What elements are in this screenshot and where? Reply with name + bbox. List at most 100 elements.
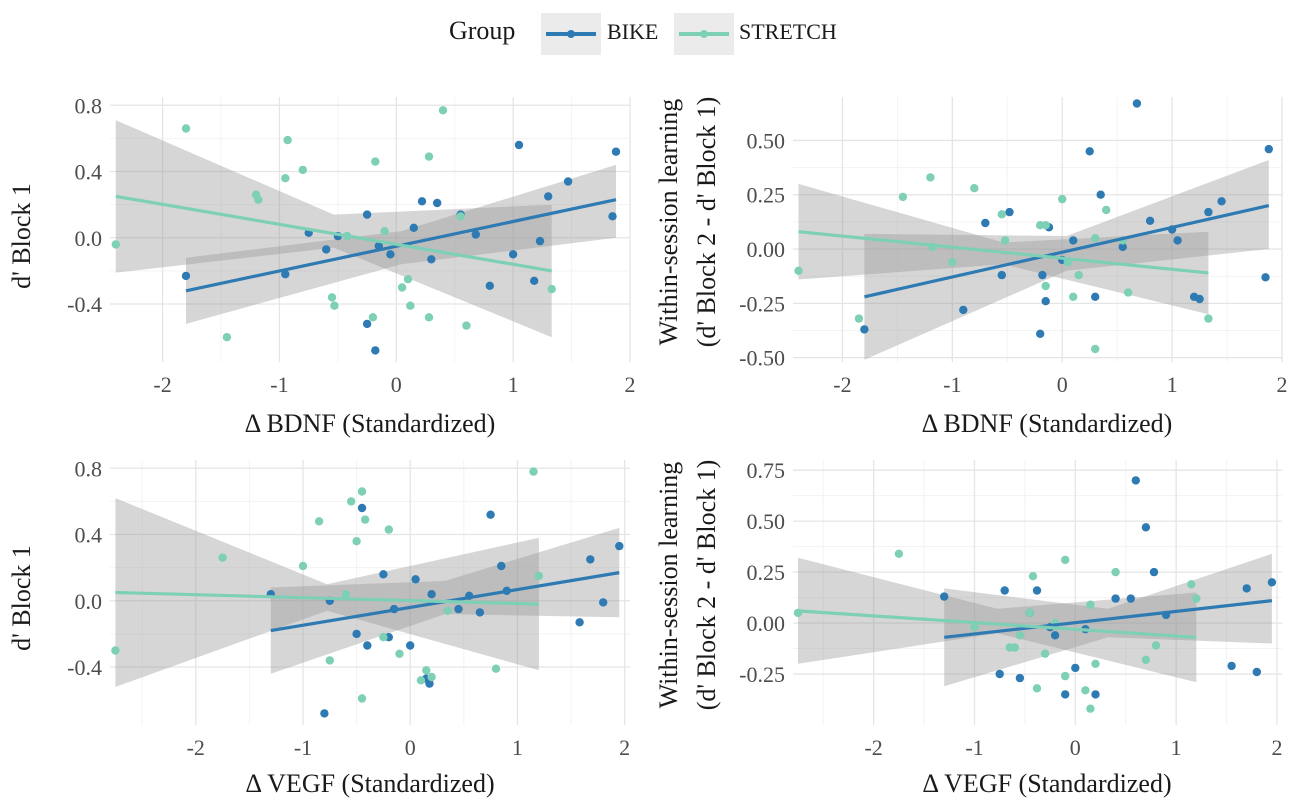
- point-stretch: [1204, 314, 1213, 323]
- point-bike: [1149, 567, 1159, 577]
- point-bike: [1036, 329, 1045, 338]
- x-tick-label: 0: [391, 372, 402, 397]
- point-stretch: [854, 314, 864, 323]
- legend-label-bike: BIKE: [607, 19, 659, 44]
- point-stretch: [1091, 344, 1100, 354]
- point-bike: [352, 629, 361, 639]
- x-tick-label: 1: [1167, 372, 1178, 397]
- point-stretch: [443, 606, 452, 615]
- point-stretch: [898, 192, 908, 202]
- point-stretch: [1141, 655, 1151, 664]
- point-stretch: [1000, 236, 1010, 245]
- point-bike: [1145, 216, 1155, 225]
- fit-line-stretch: [115, 590, 539, 606]
- point-stretch: [997, 210, 1006, 219]
- y-tick-label: -0.4: [67, 292, 102, 317]
- x-axis-title: Δ VEGF (Standardized): [245, 769, 494, 798]
- legend-label-stretch: STRETCH: [739, 19, 837, 44]
- y-tick-label: 0.00: [747, 611, 786, 636]
- point-stretch: [1041, 221, 1050, 230]
- point-stretch: [222, 333, 232, 342]
- y-tick-label: 0.4: [75, 523, 103, 548]
- point-stretch: [1061, 555, 1070, 565]
- point-stretch: [357, 694, 367, 703]
- point-stretch: [1032, 684, 1042, 693]
- point-stretch: [347, 497, 356, 506]
- point-bike: [1041, 297, 1050, 306]
- point-bike: [320, 709, 329, 718]
- point-stretch: [1028, 572, 1038, 581]
- point-bike: [940, 592, 949, 601]
- point-bike: [1111, 594, 1120, 603]
- point-bike: [995, 669, 1004, 679]
- fit-line-stretch: [797, 609, 1197, 639]
- x-tick-label: 2: [619, 735, 630, 760]
- y-axis-title: Within-session learning: [654, 462, 683, 709]
- point-stretch: [529, 467, 538, 476]
- point-stretch: [1074, 270, 1083, 280]
- point-stretch: [1015, 631, 1025, 640]
- point-stretch: [181, 124, 191, 133]
- point-stretch: [357, 487, 367, 496]
- fit-line-bike: [944, 599, 1273, 639]
- legend-key-bike: [541, 13, 601, 55]
- point-stretch: [416, 676, 426, 685]
- point-bike: [1131, 476, 1141, 485]
- y-tick-label: 0.8: [75, 456, 103, 481]
- y-axis-title: Within-session learning: [654, 99, 683, 346]
- point-bike: [1096, 190, 1105, 199]
- point-stretch: [926, 173, 935, 182]
- point-stretch: [1058, 194, 1067, 204]
- x-tick-label: -2: [153, 372, 171, 397]
- confidence-band-stretch: [798, 183, 1209, 315]
- point-bike: [1091, 690, 1100, 699]
- point-bike: [427, 590, 436, 599]
- point-bike: [563, 177, 573, 186]
- point-bike: [1061, 690, 1070, 699]
- point-bike: [1118, 242, 1127, 252]
- point-bike: [611, 147, 621, 156]
- point-stretch: [547, 284, 556, 294]
- x-tick-label: 1: [508, 372, 519, 397]
- y-tick-label: 0.4: [75, 160, 103, 185]
- point-stretch: [298, 165, 307, 175]
- point-bike: [1252, 667, 1262, 677]
- point-stretch: [281, 174, 290, 183]
- point-bike: [981, 218, 990, 228]
- point-bike: [1085, 147, 1094, 156]
- point-stretch: [970, 184, 979, 193]
- legend-title: Group: [449, 16, 516, 45]
- point-bike: [1173, 236, 1182, 245]
- y-tick-label: 0.25: [747, 183, 786, 208]
- point-stretch: [327, 293, 337, 302]
- point-stretch: [352, 537, 361, 546]
- y-tick-label: 0.50: [747, 128, 786, 153]
- point-stretch: [1192, 594, 1201, 603]
- point-stretch: [424, 313, 434, 322]
- confidence-band-stretch: [798, 557, 1197, 683]
- point-stretch: [361, 515, 370, 524]
- point-bike: [406, 641, 415, 650]
- point-bike: [497, 561, 506, 571]
- point-bike: [362, 210, 372, 219]
- point-stretch: [384, 525, 393, 534]
- chart-panel-bdnf-learning: -2 -1 0 1 2 -0.50 -0.25 0.00 0.25 0.50 Δ BDNF (Sta…: [654, 97, 1288, 438]
- point-stretch: [403, 275, 413, 284]
- point-stretch: [438, 106, 448, 115]
- point-stretch: [1086, 600, 1095, 609]
- point-stretch: [254, 195, 263, 204]
- point-bike: [1069, 236, 1078, 245]
- point-bike: [181, 271, 191, 281]
- point-bike: [1000, 586, 1009, 595]
- y-tick-label: -0.25: [739, 662, 785, 687]
- y-tick-label: 0.25: [747, 560, 786, 585]
- point-stretch: [1124, 288, 1133, 297]
- point-bike: [1015, 673, 1025, 683]
- point-stretch: [1069, 292, 1078, 301]
- point-bike: [508, 250, 518, 259]
- point-bike: [362, 319, 372, 329]
- point-bike: [1126, 594, 1136, 603]
- point-bike: [425, 679, 434, 688]
- point-bike: [471, 230, 480, 239]
- point-stretch: [424, 152, 434, 161]
